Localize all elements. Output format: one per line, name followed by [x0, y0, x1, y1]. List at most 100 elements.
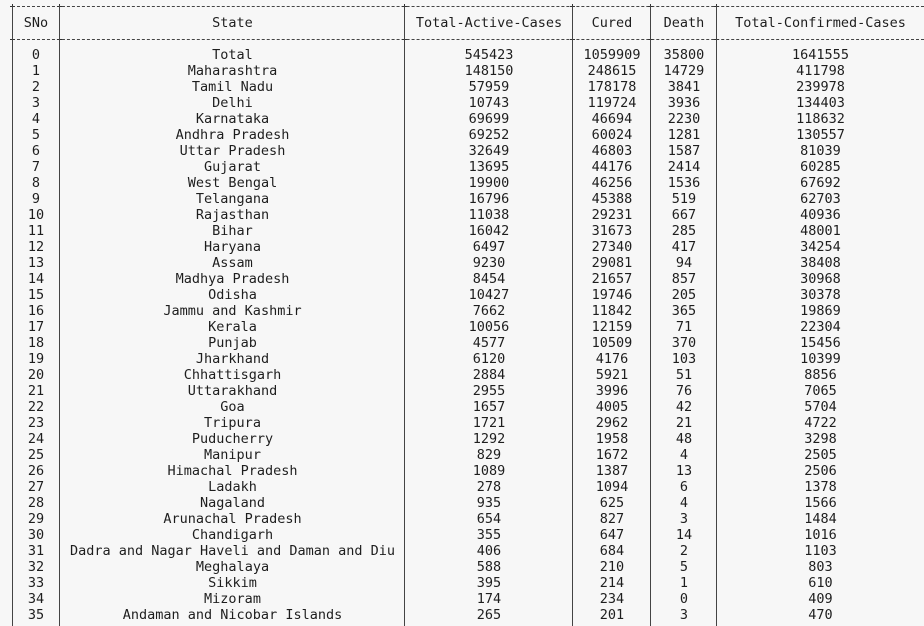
death-cell: 857 — [671, 271, 697, 287]
confirmed-cases-cell: 2506 — [804, 463, 837, 479]
active-cases-cell: 13695 — [468, 159, 510, 175]
sno-cell: 29 — [27, 511, 45, 527]
sno-cell: 24 — [27, 431, 45, 447]
header-sno: SNo — [23, 15, 49, 31]
sno-cell: 9 — [31, 191, 41, 207]
confirmed-cases-cell: 1103 — [804, 543, 837, 559]
sno-cell: 20 — [27, 367, 45, 383]
table-row: 30 Chandigarh 355 647 14 1016 — [0, 527, 924, 543]
active-cases-cell: 9230 — [472, 255, 506, 271]
cured-cell: 248615 — [587, 63, 637, 79]
death-cell: 71 — [675, 319, 693, 335]
state-cell: Uttar Pradesh — [179, 143, 286, 159]
confirmed-cases-cell: 411798 — [796, 63, 845, 79]
table-row: 14 Madhya Pradesh 8454 21657 857 30968 — [0, 271, 924, 287]
cured-cell: 1094 — [595, 479, 629, 495]
death-cell: 14729 — [663, 63, 705, 79]
cured-cell: 5921 — [595, 367, 629, 383]
table-row: 8 West Bengal 19900 46256 1536 67692 — [0, 175, 924, 191]
active-cases-cell: 265 — [476, 607, 502, 623]
sno-cell: 23 — [27, 415, 45, 431]
state-cell: Arunachal Pradesh — [163, 511, 302, 527]
active-cases-cell: 4577 — [472, 335, 506, 351]
column-divider — [650, 6, 651, 626]
sno-cell: 13 — [27, 255, 45, 271]
active-cases-cell: 654 — [476, 511, 502, 527]
confirmed-cases-cell: 1016 — [804, 527, 837, 543]
death-cell: 6 — [679, 479, 689, 495]
confirmed-cases-cell: 22304 — [800, 319, 841, 335]
state-cell: Gujarat — [204, 159, 261, 175]
table-row: 9 Telangana 16796 45388 519 62703 — [0, 191, 924, 207]
sno-cell: 2 — [31, 79, 41, 95]
death-cell: 51 — [675, 367, 693, 383]
cured-cell: 1059909 — [583, 47, 641, 63]
confirmed-cases-cell: 60285 — [800, 159, 841, 175]
confirmed-cases-cell: 1566 — [804, 495, 837, 511]
table-row: 1 Maharashtra 148150 248615 14729 411798 — [0, 63, 924, 79]
confirmed-cases-cell: 38408 — [800, 255, 841, 271]
death-cell: 2414 — [667, 159, 701, 175]
confirmed-cases-cell: 15456 — [800, 335, 841, 351]
death-cell: 94 — [675, 255, 693, 271]
cured-cell: 44176 — [591, 159, 633, 175]
sno-cell: 12 — [27, 239, 45, 255]
death-cell: 42 — [675, 399, 693, 415]
column-divider — [12, 6, 13, 626]
table-row: 7 Gujarat 13695 44176 2414 60285 — [0, 159, 924, 175]
death-cell: 285 — [671, 223, 697, 239]
state-cell: Kerala — [208, 319, 257, 335]
active-cases-cell: 2884 — [472, 367, 506, 383]
active-cases-cell: 7662 — [472, 303, 506, 319]
active-cases-cell: 395 — [476, 575, 502, 591]
table-row: 24 Puducherry 1292 1958 48 3298 — [0, 431, 924, 447]
death-cell: 4 — [679, 495, 689, 511]
cured-cell: 46256 — [591, 175, 633, 191]
table-row: 33 Sikkim 395 214 1 610 — [0, 575, 924, 591]
table-row: 16 Jammu and Kashmir 7662 11842 365 19869 — [0, 303, 924, 319]
state-cell: Odisha — [208, 287, 257, 303]
table-row: 4 Karnataka 69699 46694 2230 118632 — [0, 111, 924, 127]
active-cases-cell: 1657 — [472, 399, 506, 415]
death-cell: 3 — [679, 607, 689, 623]
column-divider — [404, 6, 405, 626]
state-cell: Assam — [212, 255, 253, 271]
death-cell: 0 — [679, 591, 689, 607]
death-cell: 103 — [671, 351, 697, 367]
active-cases-cell: 69699 — [468, 111, 510, 127]
table-row: 15 Odisha 10427 19746 205 30378 — [0, 287, 924, 303]
cured-cell: 31673 — [591, 223, 633, 239]
confirmed-cases-cell: 2505 — [804, 447, 837, 463]
death-cell: 519 — [671, 191, 697, 207]
cured-cell: 3996 — [595, 383, 629, 399]
state-cell: Maharashtra — [187, 63, 278, 79]
confirmed-cases-cell: 134403 — [796, 95, 845, 111]
confirmed-cases-cell: 1484 — [804, 511, 837, 527]
death-cell: 3841 — [667, 79, 701, 95]
sno-cell: 26 — [27, 463, 45, 479]
cured-cell: 4005 — [595, 399, 629, 415]
state-cell: Jammu and Kashmir — [163, 303, 302, 319]
state-cell: Total — [212, 47, 253, 63]
cured-cell: 46694 — [591, 111, 633, 127]
table-row: 11 Bihar 16042 31673 285 48001 — [0, 223, 924, 239]
cured-cell: 201 — [599, 607, 625, 623]
confirmed-cases-cell: 34254 — [800, 239, 841, 255]
active-cases-cell: 545423 — [464, 47, 514, 63]
state-cell: Tripura — [204, 415, 261, 431]
cured-cell: 214 — [599, 575, 625, 591]
state-cell: Mizoram — [204, 591, 261, 607]
cured-cell: 1672 — [595, 447, 629, 463]
table-row: 10 Rajasthan 11038 29231 667 40936 — [0, 207, 924, 223]
table-row: 2 Tamil Nadu 57959 178178 3841 239978 — [0, 79, 924, 95]
cured-cell: 60024 — [591, 127, 633, 143]
confirmed-cases-cell: 3298 — [804, 431, 837, 447]
active-cases-cell: 1089 — [472, 463, 506, 479]
sno-cell: 7 — [31, 159, 41, 175]
state-cell: Meghalaya — [195, 559, 270, 575]
sno-cell: 8 — [31, 175, 41, 191]
sno-cell: 19 — [27, 351, 45, 367]
state-cell: Punjab — [208, 335, 257, 351]
table-row: 28 Nagaland 935 625 4 1566 — [0, 495, 924, 511]
confirmed-cases-cell: 239978 — [796, 79, 845, 95]
